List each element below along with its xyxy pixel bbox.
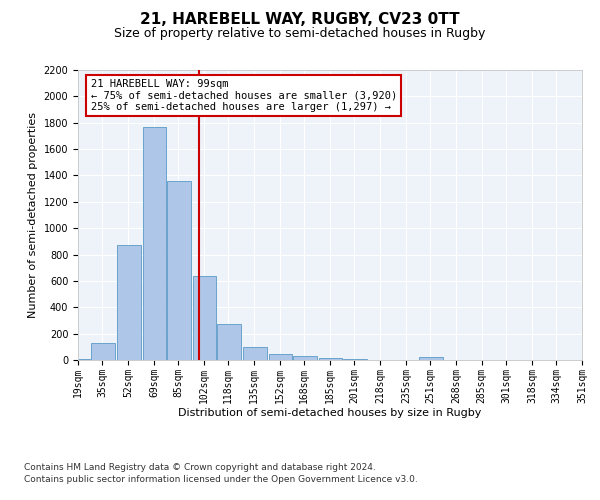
Bar [269,354,292,360]
Bar [67,358,90,360]
X-axis label: Distribution of semi-detached houses by size in Rugby: Distribution of semi-detached houses by … [178,408,482,418]
Text: 21, HAREBELL WAY, RUGBY, CV23 0TT: 21, HAREBELL WAY, RUGBY, CV23 0TT [140,12,460,28]
Bar [91,343,115,360]
Bar [419,358,443,360]
Bar [293,356,317,360]
Text: Contains HM Land Registry data © Crown copyright and database right 2024.: Contains HM Land Registry data © Crown c… [24,464,376,472]
Y-axis label: Number of semi-detached properties: Number of semi-detached properties [28,112,38,318]
Bar [167,180,191,360]
Text: Size of property relative to semi-detached houses in Rugby: Size of property relative to semi-detach… [115,28,485,40]
Bar [319,358,342,360]
Bar [143,126,166,360]
Bar [193,276,216,360]
Text: Contains public sector information licensed under the Open Government Licence v3: Contains public sector information licen… [24,475,418,484]
Bar [217,324,241,360]
Bar [117,246,141,360]
Bar [243,347,267,360]
Text: 21 HAREBELL WAY: 99sqm
← 75% of semi-detached houses are smaller (3,920)
25% of : 21 HAREBELL WAY: 99sqm ← 75% of semi-det… [91,78,397,112]
